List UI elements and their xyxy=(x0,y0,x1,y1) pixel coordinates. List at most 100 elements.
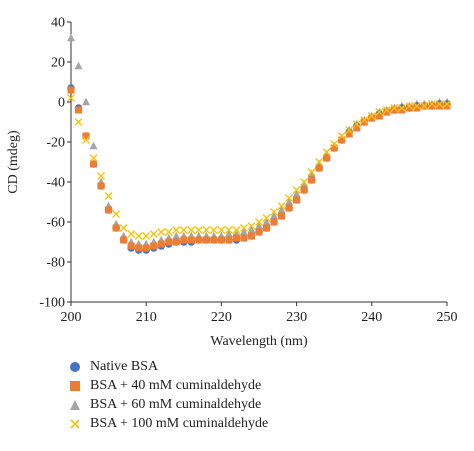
x-data-point xyxy=(300,178,309,186)
y-tick-label: -60 xyxy=(46,216,65,231)
square-data-point xyxy=(247,232,255,240)
y-axis-label: CD (mdeg) xyxy=(6,130,21,194)
series-x xyxy=(67,94,451,240)
legend-label: Native BSA xyxy=(90,358,159,374)
y-tick-label: -20 xyxy=(46,136,65,151)
x-data-point xyxy=(330,140,339,148)
axes xyxy=(70,22,447,303)
legend-label: BSA + 60 mM cuminaldehyde xyxy=(90,396,262,412)
x-data-point xyxy=(315,158,324,166)
x-data-point xyxy=(112,210,121,218)
square-data-point xyxy=(330,144,338,152)
triangle-data-point xyxy=(262,217,271,226)
square-data-point xyxy=(97,182,105,190)
triangle-data-point xyxy=(74,61,83,70)
square-data-point xyxy=(172,238,180,246)
square-data-point xyxy=(345,130,353,138)
y-tick-label: -100 xyxy=(39,296,65,311)
x-data-point xyxy=(202,226,211,234)
square-data-point xyxy=(225,236,233,244)
x-data-point xyxy=(352,120,361,128)
circle-marker-icon xyxy=(68,360,82,374)
x-tick-label: 240 xyxy=(361,310,382,325)
triangle-data-point xyxy=(255,221,263,230)
legend-item-native-bsa: Native BSA xyxy=(68,357,268,376)
x-data-point xyxy=(420,102,429,110)
x-data-point xyxy=(412,102,421,110)
square-data-point xyxy=(67,86,75,94)
x-data-point xyxy=(247,222,256,230)
x-data-point xyxy=(232,226,241,234)
x-data-point xyxy=(382,106,391,114)
x-data-point xyxy=(142,232,151,240)
x-tick-label: 230 xyxy=(286,310,307,325)
y-tick-label: 0 xyxy=(58,96,65,111)
y-tick-label: 40 xyxy=(51,16,65,31)
square-data-point xyxy=(165,238,173,246)
square-data-point xyxy=(232,234,240,242)
square-data-point xyxy=(368,114,376,122)
square-data-point xyxy=(413,104,421,112)
legend-item-bsa-60mm: BSA + 60 mM cuminaldehyde xyxy=(68,395,268,414)
x-data-point xyxy=(127,230,136,238)
square-data-point xyxy=(383,108,391,116)
x-data-point xyxy=(172,226,181,234)
x-data-point xyxy=(224,226,233,234)
x-tick-label: 250 xyxy=(437,310,458,325)
triangle-data-point xyxy=(239,227,248,236)
triangle-data-point xyxy=(224,229,233,238)
triangle-data-point xyxy=(172,231,181,240)
triangle-data-point xyxy=(300,179,309,188)
x-data-point xyxy=(97,172,106,180)
x-marker-icon xyxy=(68,417,82,431)
x-data-point xyxy=(285,194,294,202)
square-data-point xyxy=(75,106,83,114)
x-data-point xyxy=(157,228,166,236)
triangle-marker-icon xyxy=(68,398,82,412)
square-data-point xyxy=(202,236,210,244)
x-data-point xyxy=(149,230,158,238)
x-data-point xyxy=(217,226,226,234)
y-tick-label: 20 xyxy=(51,56,65,71)
x-data-point xyxy=(435,100,444,108)
square-data-point xyxy=(375,112,383,120)
x-tick-label: 210 xyxy=(136,310,157,325)
x-data-point xyxy=(262,214,271,222)
square-data-point xyxy=(308,176,316,184)
square-data-point xyxy=(263,224,271,232)
square-data-point xyxy=(285,204,293,212)
x-data-point xyxy=(337,132,346,140)
triangle-data-point xyxy=(285,197,294,206)
x-data-point xyxy=(209,226,218,234)
triangle-data-point xyxy=(277,205,286,214)
x-ticks: 200 210 220 230 240 250 xyxy=(61,302,458,325)
plot-series xyxy=(67,33,451,254)
square-data-point xyxy=(150,242,158,250)
legend-label: BSA + 100 mM cuminaldehyde xyxy=(90,415,269,431)
legend-item-bsa-40mm: BSA + 40 mM cuminaldehyde xyxy=(68,376,268,395)
y-tick-label: -40 xyxy=(46,176,65,191)
legend-label: BSA + 40 mM cuminaldehyde xyxy=(90,377,262,393)
triangle-data-point xyxy=(270,211,279,220)
x-data-point xyxy=(397,104,406,112)
x-data-point xyxy=(255,218,263,226)
square-data-point xyxy=(90,160,98,168)
x-data-point xyxy=(89,154,98,162)
square-data-point xyxy=(398,106,406,114)
square-data-point xyxy=(435,102,443,110)
square-data-point xyxy=(315,164,323,172)
triangle-data-point xyxy=(67,33,75,42)
square-data-point xyxy=(105,206,113,214)
x-data-point xyxy=(104,192,113,200)
x-data-point xyxy=(345,126,354,134)
square-data-point xyxy=(323,154,331,162)
square-data-point xyxy=(135,244,143,252)
y-ticks: 40 20 0 -20 -40 -60 -80 -100 xyxy=(39,16,71,311)
x-data-point xyxy=(74,118,83,126)
square-data-point xyxy=(180,236,188,244)
x-data-point xyxy=(187,226,196,234)
square-data-point xyxy=(428,102,436,110)
x-data-point xyxy=(179,226,188,234)
square-data-point xyxy=(255,228,263,236)
